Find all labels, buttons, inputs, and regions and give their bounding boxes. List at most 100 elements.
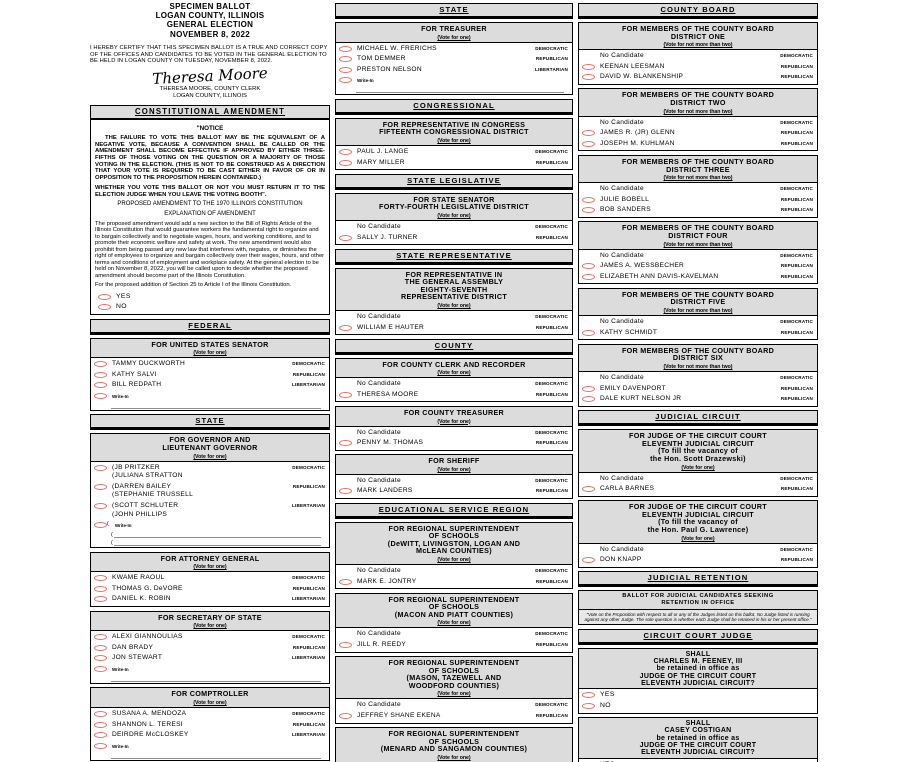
vote-oval[interactable] — [582, 140, 595, 147]
party-label: DEMOCRATIC — [292, 464, 325, 470]
vote-oval[interactable] — [94, 361, 107, 368]
vote-oval[interactable] — [582, 130, 595, 137]
vote-oval[interactable] — [339, 56, 352, 63]
vote-oval[interactable] — [94, 382, 107, 389]
vote-oval[interactable] — [94, 483, 107, 490]
vote-oval[interactable] — [582, 396, 595, 403]
vote-oval[interactable] — [582, 486, 595, 493]
contest-box: FOR REGIONAL SUPERINTENDENT OF SCHOOLS (MA… — [335, 592, 573, 653]
candidate-row: PAUL J. LANGE DEMOCRATIC — [336, 147, 572, 158]
candidate-name: WILLIAM E HAUTER — [357, 323, 425, 331]
vote-for-instruction: (Vote for one) — [681, 535, 715, 542]
vote-oval[interactable] — [582, 207, 595, 214]
vote-oval[interactable] — [582, 63, 595, 70]
vote-oval[interactable] — [339, 391, 352, 398]
vote-oval[interactable] — [339, 159, 352, 166]
vote-oval[interactable] — [339, 45, 352, 52]
contest-title-line: DISTRICT FIVE — [670, 297, 726, 307]
vote-oval[interactable] — [94, 732, 107, 739]
candidate-row: No Candidate DEMOCRATIC — [336, 566, 572, 577]
ballot-title-line: SPECIMEN BALLOT — [169, 2, 251, 11]
vote-oval[interactable] — [339, 488, 352, 495]
vote-oval[interactable] — [98, 293, 111, 300]
vote-oval[interactable] — [94, 634, 107, 641]
candidate-name: KATHY SCHMIDT — [600, 328, 658, 336]
vote-oval[interactable] — [94, 575, 107, 582]
contest-box: FOR MEMBERS OF THE COUNTY BOARD DISTRICT … — [578, 287, 818, 341]
candidate-names: No Candidate — [600, 546, 644, 555]
vote-oval[interactable] — [94, 522, 107, 529]
contest-box: FOR JUDGE OF THE CIRCUIT COURT ELEVENTH J… — [578, 429, 818, 497]
contest-title-line: FIFTEENTH CONGRESSIONAL DISTRICT — [379, 127, 529, 137]
vote-oval[interactable] — [94, 665, 107, 672]
vote-oval[interactable] — [582, 329, 595, 336]
candidate-names: WILLIAM E HAUTER — [357, 324, 424, 333]
write-in-label: Write-In — [114, 523, 132, 529]
retention-intro-box: BALLOT FOR JUDICIAL CANDIDATES SEEKING RE… — [578, 590, 818, 626]
vote-oval[interactable] — [339, 713, 352, 720]
vote-oval[interactable] — [339, 234, 352, 241]
vote-oval[interactable] — [94, 392, 107, 399]
write-in-line-wrap — [91, 751, 329, 759]
vote-oval[interactable] — [94, 585, 107, 592]
vote-oval[interactable] — [582, 273, 595, 280]
vote-oval[interactable] — [339, 66, 352, 73]
vote-oval[interactable] — [94, 502, 107, 509]
candidate-row: No Candidate DEMOCRATIC — [579, 373, 817, 384]
party-label: REPUBLICAN — [780, 329, 813, 335]
candidate-name: (SCOTT SCHLUTER — [112, 501, 179, 509]
candidate-name: No Candidate — [357, 313, 401, 320]
vote-oval[interactable] — [582, 263, 595, 270]
write-in-row: (Write-In — [91, 520, 329, 530]
write-in-line[interactable] — [113, 538, 321, 547]
candidate-row: SUSANA A. MENDOZA DEMOCRATIC — [91, 709, 329, 720]
write-in-line-wrap: ( — [91, 530, 329, 539]
vote-oval[interactable] — [339, 578, 352, 585]
vote-oval[interactable] — [582, 196, 595, 203]
vote-oval[interactable] — [98, 304, 111, 311]
vote-oval[interactable] — [582, 74, 595, 81]
amendment-box: CONSTITUTIONAL AMENDMENT "NOTICE THE FAILU… — [90, 104, 330, 316]
vote-oval[interactable] — [94, 596, 107, 603]
candidate-row: No Candidate DEMOCRATIC — [579, 545, 817, 556]
candidate-row: ELIZABETH ANN DAVIS-KAVELMAN REPUBLICAN — [579, 272, 817, 283]
vote-oval[interactable] — [582, 702, 595, 709]
vote-oval[interactable] — [582, 385, 595, 392]
candidate-names: DAN BRADY — [112, 644, 153, 653]
write-in-line[interactable] — [113, 530, 321, 539]
vote-oval[interactable] — [94, 742, 107, 749]
vote-oval[interactable] — [94, 371, 107, 378]
vote-oval[interactable] — [339, 641, 352, 648]
retention-option-row: YES — [579, 690, 817, 701]
vote-for-instruction: (Vote for one) — [437, 466, 471, 473]
vote-oval[interactable] — [339, 440, 352, 447]
vote-for-instruction: (Vote for one) — [437, 418, 471, 425]
vote-oval[interactable] — [339, 77, 352, 84]
vote-oval[interactable] — [94, 464, 107, 471]
write-in-line[interactable] — [111, 751, 321, 759]
write-in-line[interactable] — [111, 674, 321, 682]
candidate-name: (STEPHANIE TRUSSELL — [112, 491, 194, 499]
vote-oval[interactable] — [94, 721, 107, 728]
candidate-names: JAMES R. (JR) GLENN — [600, 129, 675, 138]
category-bar: JUDICIAL CIRCUIT — [578, 410, 818, 425]
retention-option-row: NO — [579, 701, 817, 712]
candidate-name: No Candidate — [600, 185, 644, 193]
vote-oval[interactable] — [339, 324, 352, 331]
write-in-line[interactable] — [356, 85, 564, 94]
vote-oval[interactable] — [582, 557, 595, 564]
vote-oval[interactable] — [582, 692, 595, 699]
contest-rows: SUSANA A. MENDOZA DEMOCRATIC SHANNON L. TE… — [91, 708, 329, 760]
candidate-row: BILL REDPATH LIBERTARIAN — [91, 380, 329, 391]
vote-oval[interactable] — [94, 644, 107, 651]
candidate-row: No Candidate DEMOCRATIC — [336, 428, 572, 439]
candidate-name: SHANNON L. TERESI — [112, 720, 183, 728]
vote-oval[interactable] — [339, 149, 352, 156]
write-in-line[interactable] — [111, 401, 321, 409]
vote-oval[interactable] — [94, 711, 107, 717]
candidate-row: ALEXI GIANNOULIAS DEMOCRATIC — [91, 632, 329, 643]
candidate-name: DAVID W. BLANKENSHIP — [600, 73, 684, 81]
candidate-name: No Candidate — [600, 52, 644, 60]
vote-oval[interactable] — [94, 655, 107, 662]
contest-title-line: OF SCHOOLS — [428, 602, 480, 612]
